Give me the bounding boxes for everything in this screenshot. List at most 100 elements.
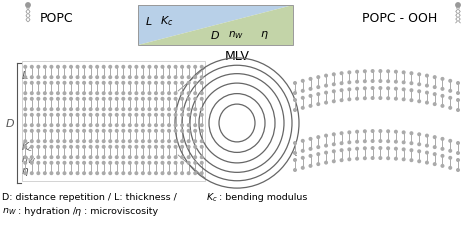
Circle shape	[302, 150, 304, 152]
Circle shape	[70, 129, 72, 132]
Circle shape	[109, 172, 112, 175]
Circle shape	[309, 138, 312, 140]
Circle shape	[340, 159, 343, 161]
Circle shape	[115, 172, 118, 175]
Circle shape	[76, 156, 79, 158]
Circle shape	[325, 161, 327, 164]
Text: $D$: $D$	[210, 29, 220, 41]
Circle shape	[30, 129, 33, 132]
Text: $K_c$: $K_c$	[21, 140, 34, 154]
Circle shape	[174, 92, 177, 94]
Circle shape	[76, 129, 79, 132]
Circle shape	[333, 73, 335, 76]
Circle shape	[200, 146, 203, 148]
Circle shape	[30, 92, 33, 94]
Circle shape	[371, 97, 374, 99]
Circle shape	[174, 81, 177, 84]
Circle shape	[96, 140, 99, 143]
Circle shape	[102, 129, 105, 132]
Circle shape	[168, 124, 170, 126]
Circle shape	[333, 143, 335, 146]
Circle shape	[294, 99, 296, 101]
Circle shape	[89, 156, 92, 158]
Circle shape	[418, 100, 420, 103]
Circle shape	[174, 76, 177, 79]
Circle shape	[50, 129, 53, 132]
Circle shape	[142, 76, 144, 79]
Circle shape	[317, 93, 319, 95]
Circle shape	[155, 124, 157, 126]
Circle shape	[187, 66, 190, 68]
Circle shape	[200, 76, 203, 79]
Circle shape	[70, 172, 72, 175]
Circle shape	[109, 129, 112, 132]
Circle shape	[317, 146, 319, 148]
Circle shape	[194, 156, 197, 158]
Circle shape	[142, 129, 144, 132]
Circle shape	[37, 92, 40, 94]
Circle shape	[142, 81, 144, 84]
Circle shape	[135, 172, 138, 175]
Circle shape	[363, 97, 366, 100]
Circle shape	[109, 156, 112, 158]
Circle shape	[425, 74, 428, 77]
Circle shape	[70, 76, 72, 79]
Circle shape	[128, 129, 131, 132]
Circle shape	[187, 124, 190, 126]
Circle shape	[457, 109, 460, 111]
Circle shape	[161, 146, 164, 148]
Circle shape	[24, 161, 27, 164]
Circle shape	[340, 89, 343, 91]
Circle shape	[325, 91, 327, 94]
Circle shape	[83, 129, 85, 132]
Circle shape	[63, 161, 66, 164]
Circle shape	[96, 129, 99, 132]
Text: $L$: $L$	[145, 15, 153, 27]
Circle shape	[70, 146, 72, 148]
Circle shape	[148, 172, 151, 175]
Circle shape	[70, 114, 72, 116]
Circle shape	[50, 172, 53, 175]
Circle shape	[24, 156, 27, 158]
Circle shape	[43, 81, 46, 84]
Circle shape	[37, 124, 40, 126]
Circle shape	[403, 141, 405, 144]
Circle shape	[425, 161, 428, 164]
Circle shape	[363, 70, 366, 73]
Circle shape	[128, 172, 131, 175]
Circle shape	[155, 129, 157, 132]
Circle shape	[294, 169, 296, 171]
Circle shape	[187, 172, 190, 175]
Circle shape	[325, 144, 327, 147]
Circle shape	[302, 89, 304, 92]
Circle shape	[200, 92, 203, 94]
Circle shape	[24, 76, 27, 79]
Circle shape	[102, 66, 105, 68]
Circle shape	[24, 66, 27, 68]
Circle shape	[155, 81, 157, 84]
Circle shape	[109, 161, 112, 164]
Circle shape	[168, 92, 170, 94]
Circle shape	[57, 114, 59, 116]
Circle shape	[50, 146, 53, 148]
Circle shape	[433, 136, 436, 138]
Circle shape	[418, 150, 420, 153]
Circle shape	[371, 157, 374, 159]
Circle shape	[325, 134, 327, 137]
Circle shape	[43, 76, 46, 79]
Circle shape	[24, 146, 27, 148]
Circle shape	[155, 92, 157, 94]
Circle shape	[194, 98, 197, 100]
Circle shape	[418, 160, 420, 163]
Circle shape	[37, 161, 40, 164]
Circle shape	[148, 161, 151, 164]
Circle shape	[449, 106, 452, 109]
Text: $n_W$: $n_W$	[228, 29, 244, 41]
Circle shape	[325, 151, 327, 154]
Circle shape	[410, 99, 413, 101]
Circle shape	[76, 114, 79, 116]
Circle shape	[363, 140, 366, 143]
Circle shape	[135, 98, 138, 100]
Circle shape	[63, 108, 66, 111]
Circle shape	[30, 172, 33, 175]
